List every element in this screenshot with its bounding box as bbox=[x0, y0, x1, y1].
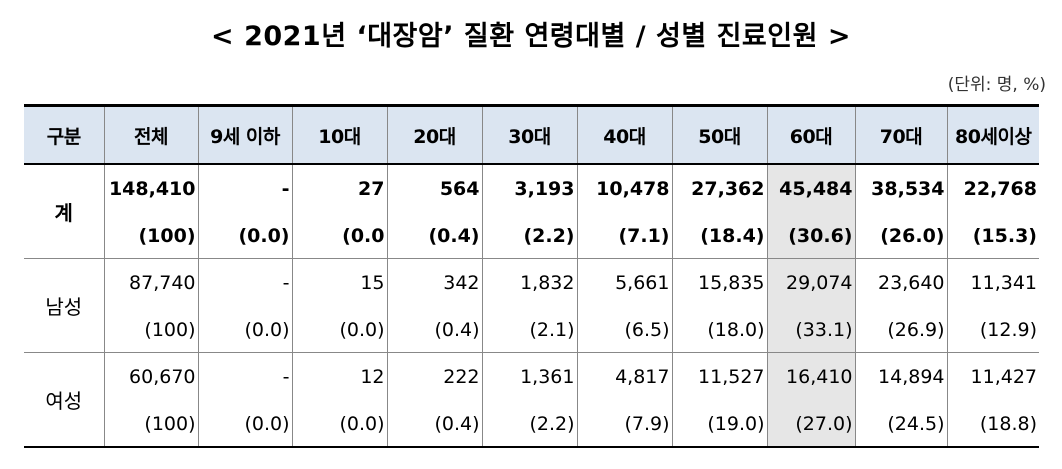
table-cell: (0.0 bbox=[291, 213, 387, 259]
table-cell: (26.9) bbox=[854, 307, 947, 353]
table-cell: 1,361 bbox=[481, 352, 577, 401]
table-cell: (100) bbox=[103, 307, 198, 353]
header-cell-50s: 50대 bbox=[671, 104, 767, 165]
table-cell: (24.5) bbox=[854, 401, 947, 448]
table-cell-highlight: (27.0) bbox=[766, 401, 855, 448]
table-cell-highlight: (33.1) bbox=[766, 307, 855, 353]
table-cell: (0.0) bbox=[291, 307, 387, 353]
table-cell-highlight: (30.6) bbox=[766, 213, 855, 259]
table-cell: (18.4) bbox=[671, 213, 767, 259]
table-cell: 564 bbox=[386, 164, 482, 213]
table-cell: 11,341 bbox=[946, 258, 1039, 307]
row-label-total: 계 bbox=[24, 164, 104, 259]
table-cell: (2.1) bbox=[481, 307, 577, 353]
unit-note: (단위: 명, %) bbox=[947, 75, 1046, 95]
table-cell: (6.5) bbox=[576, 307, 672, 353]
table-cell: (100) bbox=[103, 401, 198, 448]
header-cell-70s: 70대 bbox=[854, 104, 947, 165]
table-cell: (100) bbox=[103, 213, 198, 259]
table-row-female-shares: (100) (0.0) (0.0) (0.4) (2.2) (7.9) (19.… bbox=[24, 401, 1039, 448]
table-cell: 27,362 bbox=[671, 164, 767, 213]
table-row-female-counts: 여성 60,670 - 12 222 1,361 4,817 11,527 16… bbox=[24, 352, 1039, 448]
header-cell-80plus: 80세이상 bbox=[946, 104, 1039, 165]
table-cell: 14,894 bbox=[854, 352, 947, 401]
table-cell: (0.0) bbox=[197, 213, 292, 259]
table-cell: (7.1) bbox=[576, 213, 672, 259]
table-cell: 1,832 bbox=[481, 258, 577, 307]
table-cell: (12.9) bbox=[946, 307, 1039, 353]
table-cell: (7.9) bbox=[576, 401, 672, 448]
table-cell: (15.3) bbox=[946, 213, 1039, 259]
header-row: 구분 전체 9세 이하 10대 20대 30대 40대 50대 60대 70대 … bbox=[24, 104, 1039, 165]
table-cell: (2.2) bbox=[481, 213, 577, 259]
header-cell-10s: 10대 bbox=[291, 104, 387, 165]
table-row-male-counts: 남성 87,740 - 15 342 1,832 5,661 15,835 29… bbox=[24, 258, 1039, 353]
table-cell: (26.0) bbox=[854, 213, 947, 259]
table-cell: 15,835 bbox=[671, 258, 767, 307]
table-cell: (0.0) bbox=[197, 401, 292, 448]
header-cell-40s: 40대 bbox=[576, 104, 672, 165]
table-cell: - bbox=[197, 164, 292, 213]
table-cell: 15 bbox=[291, 258, 387, 307]
table-cell: 148,410 bbox=[103, 164, 198, 213]
table-cell: 342 bbox=[386, 258, 482, 307]
table-cell: - bbox=[197, 352, 292, 401]
table-cell: 87,740 bbox=[103, 258, 198, 307]
table-cell: 27 bbox=[291, 164, 387, 213]
table-cell: (0.0) bbox=[291, 401, 387, 448]
data-table: 구분 전체 9세 이하 10대 20대 30대 40대 50대 60대 70대 … bbox=[24, 104, 1039, 448]
table-cell: 23,640 bbox=[854, 258, 947, 307]
table-cell: 60,670 bbox=[103, 352, 198, 401]
table-cell: (18.8) bbox=[946, 401, 1039, 448]
table-cell: 11,427 bbox=[946, 352, 1039, 401]
header-cell-total: 전체 bbox=[103, 104, 198, 165]
table-cell-highlight: 45,484 bbox=[766, 164, 855, 213]
table-cell-highlight: 16,410 bbox=[766, 352, 855, 401]
table-cell: 5,661 bbox=[576, 258, 672, 307]
table-row-male-shares: (100) (0.0) (0.0) (0.4) (2.1) (6.5) (18.… bbox=[24, 307, 1039, 353]
table-cell: (0.0) bbox=[197, 307, 292, 353]
row-label-female: 여성 bbox=[24, 352, 104, 448]
header-cell-30s: 30대 bbox=[481, 104, 577, 165]
table-cell: 11,527 bbox=[671, 352, 767, 401]
table-cell-highlight: 29,074 bbox=[766, 258, 855, 307]
row-label-male: 남성 bbox=[24, 258, 104, 353]
table-cell: 4,817 bbox=[576, 352, 672, 401]
header-cell-20s: 20대 bbox=[386, 104, 482, 165]
table-cell: (2.2) bbox=[481, 401, 577, 448]
table-row-total-counts: 계 148,410 - 27 564 3,193 10,478 27,362 4… bbox=[24, 164, 1039, 259]
header-cell-under9: 9세 이하 bbox=[197, 104, 292, 165]
table-row-total-shares: (100) (0.0) (0.0 (0.4) (2.2) (7.1) (18.4… bbox=[24, 213, 1039, 259]
table-cell: (18.0) bbox=[671, 307, 767, 353]
table-cell: 3,193 bbox=[481, 164, 577, 213]
table-cell: 22,768 bbox=[946, 164, 1039, 213]
table-cell: (19.0) bbox=[671, 401, 767, 448]
page-title: < 2021년 ‘대장암’ 질환 연령대별 / 성별 진료인원 > bbox=[211, 21, 851, 52]
header-cell-60s: 60대 bbox=[766, 104, 855, 165]
header-cell-category: 구분 bbox=[24, 104, 104, 165]
table-cell: (0.4) bbox=[386, 213, 482, 259]
table-cell: (0.4) bbox=[386, 401, 482, 448]
table-cell: 12 bbox=[291, 352, 387, 401]
table-cell: (0.4) bbox=[386, 307, 482, 353]
table-cell: 222 bbox=[386, 352, 482, 401]
table-cell: 10,478 bbox=[576, 164, 672, 213]
table-cell: 38,534 bbox=[854, 164, 947, 213]
table-cell: - bbox=[197, 258, 292, 307]
